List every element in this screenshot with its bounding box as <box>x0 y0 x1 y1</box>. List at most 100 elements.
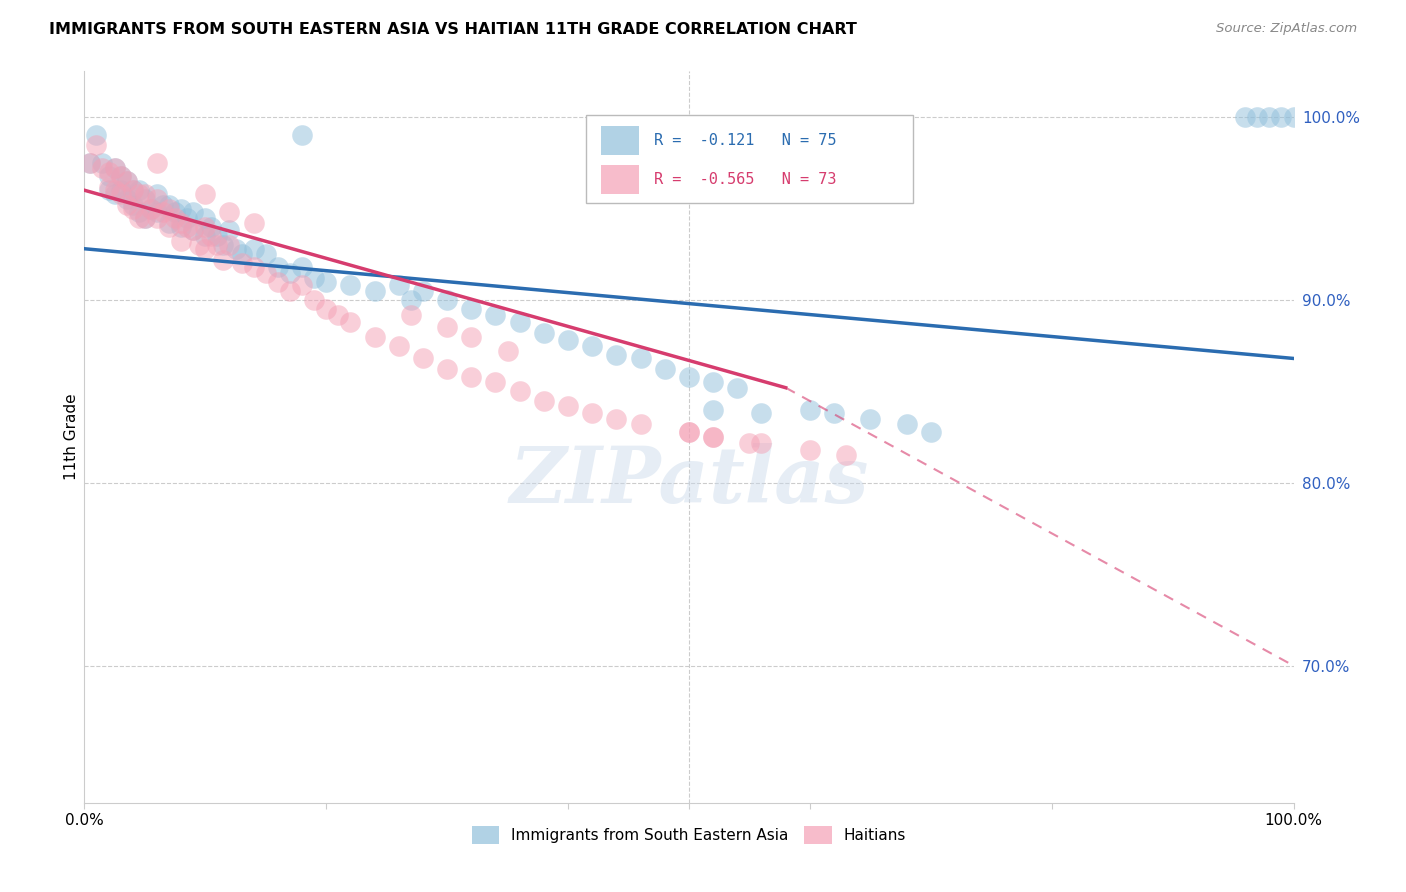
Point <box>79 155 101 169</box>
Point <box>436 293 458 307</box>
Point <box>267 275 290 289</box>
Point <box>328 308 350 322</box>
Point <box>581 338 603 352</box>
Point <box>128 183 150 197</box>
Point <box>170 216 193 230</box>
Point <box>302 293 325 307</box>
Point <box>1246 110 1268 124</box>
Point <box>738 435 761 450</box>
Point <box>157 202 180 216</box>
Point <box>115 174 138 188</box>
Point <box>605 348 627 362</box>
Point <box>194 186 217 201</box>
Point <box>225 242 247 256</box>
Point <box>218 205 240 219</box>
Point <box>146 211 169 225</box>
Point <box>630 417 652 432</box>
Point <box>91 161 114 176</box>
Text: IMMIGRANTS FROM SOUTH EASTERN ASIA VS HAITIAN 11TH GRADE CORRELATION CHART: IMMIGRANTS FROM SOUTH EASTERN ASIA VS HA… <box>49 22 858 37</box>
Point <box>134 211 156 225</box>
Text: R =  -0.565   N = 73: R = -0.565 N = 73 <box>654 172 837 187</box>
Point <box>242 260 264 274</box>
FancyBboxPatch shape <box>600 165 640 194</box>
Point <box>399 308 422 322</box>
Text: R =  -0.121   N = 75: R = -0.121 N = 75 <box>654 133 837 148</box>
Point <box>302 271 325 285</box>
Point <box>176 219 198 234</box>
Point <box>702 402 724 417</box>
Point <box>484 308 506 322</box>
Point <box>146 186 169 201</box>
Point <box>896 417 918 432</box>
Y-axis label: 11th Grade: 11th Grade <box>63 393 79 481</box>
Point <box>799 402 821 417</box>
Point <box>254 265 277 279</box>
Point <box>678 369 700 384</box>
Point <box>678 425 700 439</box>
Point <box>363 329 385 343</box>
Point <box>702 430 724 444</box>
Point <box>630 351 652 366</box>
Point <box>1234 110 1257 124</box>
Legend: Immigrants from South Eastern Asia, Haitians: Immigrants from South Eastern Asia, Hait… <box>465 820 912 850</box>
Point <box>194 242 217 256</box>
Point <box>170 235 193 249</box>
Point <box>212 238 235 252</box>
Point <box>79 155 101 169</box>
Point <box>121 183 143 197</box>
Point <box>231 256 253 270</box>
Point <box>725 381 748 395</box>
Point <box>799 442 821 457</box>
Point <box>86 137 108 152</box>
Point <box>200 219 222 234</box>
Point <box>134 192 156 206</box>
Point <box>315 301 337 316</box>
Point <box>605 411 627 425</box>
Point <box>1270 110 1292 124</box>
Point <box>702 430 724 444</box>
Point <box>188 238 211 252</box>
Point <box>242 242 264 256</box>
Point <box>194 228 217 243</box>
Point <box>207 238 229 252</box>
Point <box>557 333 579 347</box>
Point <box>121 198 143 212</box>
Point <box>533 326 555 340</box>
Text: Source: ZipAtlas.com: Source: ZipAtlas.com <box>1216 22 1357 36</box>
Point <box>97 179 120 194</box>
Point <box>751 435 773 450</box>
Point <box>702 375 724 389</box>
Point <box>170 219 193 234</box>
Text: ZIPatlas: ZIPatlas <box>509 442 869 519</box>
Point <box>86 128 108 143</box>
Point <box>496 344 519 359</box>
Point <box>339 278 361 293</box>
Point <box>751 406 773 420</box>
Point <box>110 169 132 183</box>
Point <box>509 384 531 399</box>
Point <box>859 411 882 425</box>
Point <box>581 406 603 420</box>
Point <box>278 284 301 298</box>
Point <box>509 315 531 329</box>
Point <box>104 161 127 176</box>
Point <box>1258 110 1281 124</box>
Point <box>115 198 138 212</box>
Point <box>920 425 942 439</box>
Point <box>194 211 217 225</box>
Point <box>339 315 361 329</box>
Point <box>460 301 482 316</box>
Point <box>165 205 187 219</box>
Point <box>218 223 240 237</box>
Point <box>121 183 143 197</box>
Point <box>110 186 132 201</box>
Point <box>533 393 555 408</box>
Point <box>388 338 411 352</box>
Point <box>134 211 156 225</box>
Point <box>104 186 127 201</box>
Point <box>104 183 127 197</box>
Point <box>115 174 138 188</box>
Point <box>110 169 132 183</box>
Point <box>128 186 150 201</box>
Point <box>134 186 156 201</box>
